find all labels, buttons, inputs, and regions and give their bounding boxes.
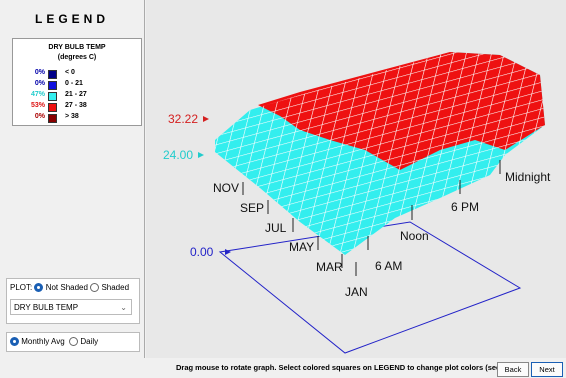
level-arrow xyxy=(203,116,209,122)
radio-monthly[interactable] xyxy=(10,337,19,347)
legend-row: 0% > 38 xyxy=(13,113,141,124)
controls: PLOT: Not Shaded Shaded DRY BULB TEMP ⌄ … xyxy=(6,278,140,356)
month-label: MAY xyxy=(289,240,314,254)
dropdown-arrow: ⌄ xyxy=(120,303,127,312)
left-panel: LEGEND DRY BULB TEMP (degrees C) 0% < 0 0%… xyxy=(0,0,145,358)
not-shaded-label[interactable]: Not Shaded xyxy=(45,283,88,292)
month-label: SEP xyxy=(240,201,264,215)
legend-row: 47% 21 - 27 xyxy=(13,91,141,102)
legend-title: LEGEND xyxy=(34,12,109,26)
level-label: 32.22 xyxy=(168,112,198,126)
surface-grid xyxy=(215,52,545,255)
radio-daily[interactable] xyxy=(69,337,79,347)
hour-label: 6 AM xyxy=(375,259,402,273)
legend-swatch[interactable] xyxy=(48,103,57,112)
plot-options: PLOT: Not Shaded Shaded DRY BULB TEMP ⌄ xyxy=(6,278,140,324)
hour-label: 6 PM xyxy=(451,200,479,214)
legend-swatch[interactable] xyxy=(48,81,57,90)
level-arrow xyxy=(225,249,231,255)
level-label: 24.00 xyxy=(163,148,193,162)
legend-percent: 0% xyxy=(34,80,45,87)
legend-heading: DRY BULB TEMP xyxy=(48,44,106,51)
legend-range: 27 - 38 xyxy=(65,102,87,109)
legend-box: DRY BULB TEMP (degrees C) 0% < 0 0% 0 - 21 4… xyxy=(12,38,142,126)
legend-swatch[interactable] xyxy=(48,114,57,123)
legend-swatch[interactable] xyxy=(48,92,57,101)
plot-label: PLOT: xyxy=(10,283,33,292)
legend-units: (degrees C) xyxy=(57,54,97,61)
variable-dropdown[interactable]: DRY BULB TEMP ⌄ xyxy=(10,299,132,315)
next-button[interactable]: Next xyxy=(531,362,563,377)
legend-range: 0 - 21 xyxy=(65,80,83,87)
month-label: NOV xyxy=(213,181,239,195)
footer: Drag mouse to rotate graph. Select color… xyxy=(0,358,566,378)
variable-value: DRY BULB TEMP xyxy=(14,303,79,312)
legend-row: 0% < 0 xyxy=(13,69,141,80)
shaded-label[interactable]: Shaded xyxy=(101,283,130,292)
legend-range: > 38 xyxy=(65,113,79,120)
month-label: MAR xyxy=(316,260,343,274)
legend-swatch[interactable] xyxy=(48,70,57,79)
legend-row: 0% 0 - 21 xyxy=(13,80,141,91)
level-arrow xyxy=(198,152,204,158)
month-label: JAN xyxy=(345,285,368,299)
tick-lines xyxy=(242,160,501,276)
daily-label[interactable]: Daily xyxy=(80,337,99,346)
back-button[interactable]: Back xyxy=(497,362,529,377)
legend-percent: 0% xyxy=(34,69,45,76)
period-options: Monthly Avg Daily xyxy=(6,332,140,352)
legend-percent: 53% xyxy=(30,102,45,109)
legend-range: < 0 xyxy=(65,69,75,76)
hour-label: Midnight xyxy=(505,170,551,184)
monthly-label[interactable]: Monthly Avg xyxy=(21,337,65,346)
legend-percent: 0% xyxy=(34,113,45,120)
month-label: JUL xyxy=(265,221,287,235)
radio-not-shaded[interactable] xyxy=(34,283,44,293)
radio-shaded[interactable] xyxy=(90,283,100,293)
legend-row: 53% 27 - 38 xyxy=(13,102,141,113)
hint: Drag mouse to rotate graph. Select color… xyxy=(176,363,524,372)
legend-range: 21 - 27 xyxy=(65,91,87,98)
level-label: 0.00 xyxy=(190,245,214,259)
hour-label: Noon xyxy=(400,229,429,243)
legend-percent: 47% xyxy=(30,91,45,98)
